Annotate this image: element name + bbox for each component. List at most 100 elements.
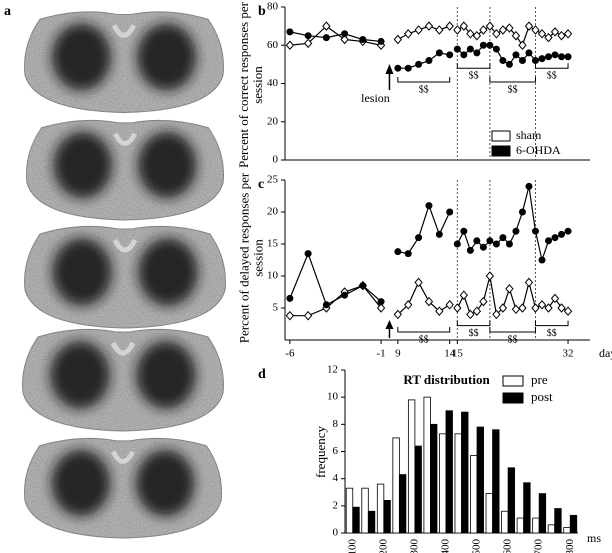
point-marker (563, 29, 573, 39)
point-marker (499, 234, 507, 242)
bar (569, 514, 578, 534)
point-marker (492, 309, 501, 320)
point-marker (498, 25, 508, 35)
bar (454, 433, 462, 534)
point-marker (466, 45, 474, 53)
series-line (456, 186, 569, 263)
bar (492, 429, 500, 534)
point-marker (505, 60, 513, 68)
point-marker (424, 296, 434, 307)
x-tick-label: 9 (395, 348, 401, 360)
panel-label: b (258, 4, 266, 19)
y-tick-label: 25 (267, 174, 279, 186)
y-tick-label: 20 (267, 115, 279, 127)
bracket-label: $$ (419, 84, 429, 95)
point-marker (322, 21, 331, 31)
bracket-label: $$ (508, 84, 518, 95)
point-marker (377, 37, 385, 45)
point-marker (304, 32, 312, 40)
bar (392, 437, 400, 534)
point-marker (558, 53, 566, 61)
point-marker (538, 256, 546, 264)
point-marker (472, 30, 482, 41)
brain-slices (23, 12, 226, 538)
bracket (397, 327, 451, 333)
point-marker (473, 237, 481, 245)
brain-slice (25, 226, 226, 328)
point-marker (544, 303, 553, 313)
point-marker (285, 310, 295, 321)
point-marker (404, 64, 412, 72)
point-marker (551, 51, 559, 59)
point-marker (564, 53, 572, 61)
bar (485, 493, 493, 534)
point-marker (557, 30, 566, 41)
point-marker (285, 40, 295, 51)
point-marker (524, 277, 534, 288)
point-marker (544, 32, 553, 43)
point-marker (550, 27, 560, 37)
chart-title: RT distribution (403, 372, 490, 387)
point-marker (473, 49, 481, 57)
bracket-label: $$ (547, 328, 557, 339)
point-marker (435, 306, 444, 316)
point-marker (525, 182, 533, 190)
point-marker (550, 293, 560, 304)
point-marker (537, 300, 547, 310)
bar (476, 426, 484, 534)
legend-swatch (502, 392, 524, 404)
y-tick-label: 10 (327, 391, 339, 403)
point-marker (322, 34, 330, 42)
bar (376, 483, 385, 534)
brain-slice (25, 12, 224, 113)
point-marker (394, 248, 402, 256)
point-marker (511, 304, 521, 315)
point-marker (359, 282, 367, 290)
point-marker (538, 55, 546, 63)
point-marker (485, 21, 495, 31)
y-tick-label: 40 (267, 77, 279, 89)
bracket (489, 76, 536, 83)
x-tick-label: 14 (444, 348, 456, 360)
point-marker (486, 41, 494, 49)
point-marker (558, 230, 566, 238)
series-line (397, 203, 451, 255)
x-tick-label: 300 (408, 539, 420, 553)
bar (367, 510, 376, 534)
y-tick-label: 2 (333, 499, 339, 511)
panel-label: c (258, 177, 264, 192)
y-tick-label: 0 (333, 527, 339, 539)
bar (345, 487, 354, 534)
x-tick-label: 100 (346, 539, 358, 553)
point-marker (394, 64, 402, 72)
y-tick-label: 15 (267, 238, 279, 250)
point-marker (505, 240, 513, 248)
bar (501, 510, 509, 534)
series-line (289, 251, 382, 306)
point-marker (322, 301, 330, 309)
legend-label: 6-OHDA (516, 143, 561, 157)
point-marker (499, 57, 507, 65)
point-marker (286, 28, 294, 36)
point-marker (479, 296, 488, 307)
bracket (397, 76, 451, 83)
point-marker (376, 303, 386, 313)
bar (507, 467, 516, 534)
x-tick-label: 800 (564, 539, 576, 553)
point-marker (286, 294, 294, 302)
point-marker (341, 291, 349, 299)
point-marker (414, 25, 423, 35)
point-marker (466, 309, 475, 320)
bar (423, 396, 431, 534)
y-tick-label: 4 (333, 472, 339, 484)
panel-label: d (258, 367, 266, 382)
point-marker (518, 303, 527, 313)
point-marker (545, 53, 553, 61)
bar (414, 445, 422, 534)
point-marker (404, 29, 413, 39)
point-marker (424, 21, 434, 31)
point-marker (551, 234, 559, 242)
legend-label: pre (531, 372, 548, 387)
x-tick-label: 500 (471, 539, 483, 553)
